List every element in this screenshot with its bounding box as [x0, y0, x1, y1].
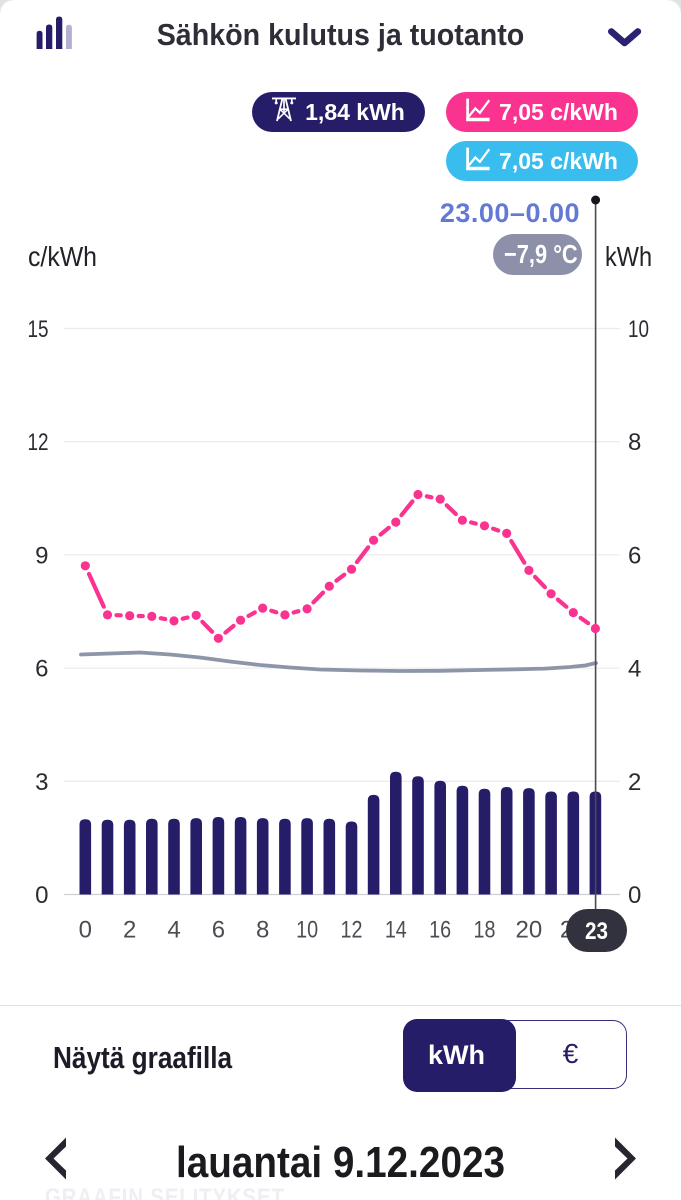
svg-text:8: 8: [256, 917, 269, 944]
svg-text:9: 9: [35, 542, 48, 569]
svg-text:14: 14: [385, 917, 407, 944]
svg-text:0: 0: [35, 882, 48, 909]
svg-text:12: 12: [28, 429, 49, 456]
svg-text:2: 2: [628, 769, 641, 796]
svg-text:3: 3: [35, 769, 48, 796]
svg-text:0: 0: [628, 882, 641, 909]
svg-text:4: 4: [167, 917, 180, 944]
svg-text:16: 16: [429, 917, 451, 944]
svg-text:4: 4: [628, 656, 641, 683]
svg-text:2: 2: [123, 917, 136, 944]
svg-text:18: 18: [474, 917, 496, 944]
svg-text:6: 6: [212, 917, 225, 944]
svg-text:12: 12: [340, 917, 362, 944]
svg-text:10: 10: [628, 316, 649, 343]
svg-text:15: 15: [28, 316, 49, 343]
svg-text:10: 10: [296, 917, 318, 944]
svg-text:0: 0: [79, 917, 92, 944]
svg-text:6: 6: [35, 656, 48, 683]
svg-text:23: 23: [585, 918, 608, 945]
svg-text:20: 20: [516, 917, 543, 944]
svg-text:6: 6: [628, 542, 641, 569]
svg-text:8: 8: [628, 429, 641, 456]
